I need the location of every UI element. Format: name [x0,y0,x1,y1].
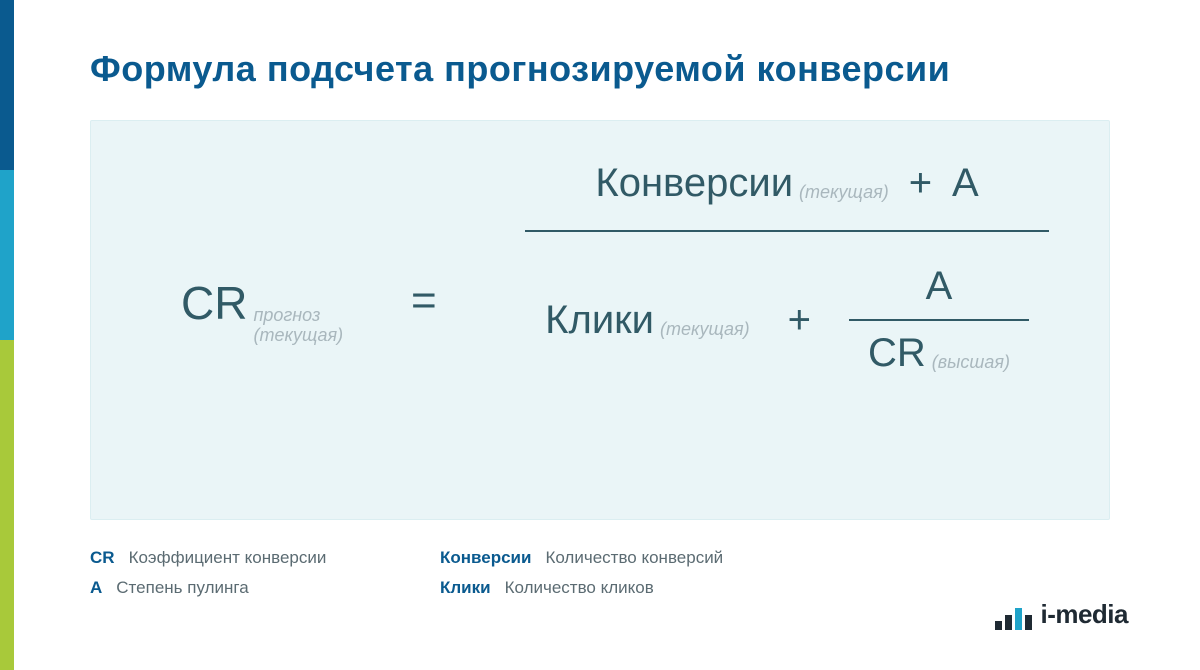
lhs-term: CR [181,276,247,330]
lhs-subscript: прогноз (текущая) [253,306,343,346]
logo-bars-icon [995,608,1032,630]
logo-imedia: i-media [995,599,1128,630]
side-stripe-top [0,0,14,170]
page-title: Формула подсчета прогнозируемой конверси… [90,48,950,90]
legend-row: Клики Количество кликов [440,578,870,598]
subfraction-denominator: CR (высшая) [868,331,1010,376]
main-fraction: Конверсии (текущая) + A Клики (текущая) … [525,161,1049,376]
numerator-term1-sub: (текущая) [799,183,889,203]
legend-row: Конверсии Количество конверсий [440,548,870,568]
numerator-term-conversions: Конверсии (текущая) [595,161,888,206]
legend: CR Коэффициент конверсии A Степень пулин… [90,548,1110,598]
formula-lhs: CR прогноз (текущая) [181,276,343,344]
denominator-term-clicks: Клики (текущая) [545,298,749,343]
side-stripe-middle [0,170,14,340]
formula: CR прогноз (текущая) = Конверсии (текуща… [91,121,1109,519]
legend-val: Степень пулинга [116,578,248,598]
legend-key: Клики [440,578,491,598]
subfraction-bar [849,319,1029,321]
legend-key: CR [90,548,115,568]
legend-val: Количество конверсий [545,548,723,568]
legend-row: A Степень пулинга [90,578,440,598]
logo-bar [1025,615,1032,630]
denominator-term1-sub: (текущая) [660,320,750,340]
logo-bar [1015,608,1022,630]
legend-row: CR Коэффициент конверсии [90,548,440,568]
main-fraction-bar [525,230,1049,232]
side-stripe-bottom [0,340,14,670]
legend-val: Количество кликов [505,578,654,598]
logo-text: i-media [1040,599,1128,630]
numerator-term-a: A [952,161,979,206]
legend-col-left: CR Коэффициент конверсии A Степень пулин… [90,548,440,598]
logo-bar [1005,615,1012,630]
legend-col-right: Конверсии Количество конверсий Клики Кол… [440,548,870,598]
formula-panel: CR прогноз (текущая) = Конверсии (текуща… [90,120,1110,520]
legend-key: Конверсии [440,548,531,568]
denominator-sub-fraction: A CR (высшая) [849,264,1029,376]
equals-sign: = [411,276,437,326]
legend-val: Коэффициент конверсии [129,548,327,568]
legend-key: A [90,578,102,598]
subfraction-denominator-sub: (высшая) [932,353,1010,373]
numerator: Конверсии (текущая) + A [525,161,1049,212]
logo-bar [995,621,1002,630]
denominator: Клики (текущая) + A CR (высшая) [525,250,1049,376]
subfraction-numerator: A [926,264,953,309]
denominator-plus: + [774,298,825,343]
numerator-plus: + [895,161,946,206]
